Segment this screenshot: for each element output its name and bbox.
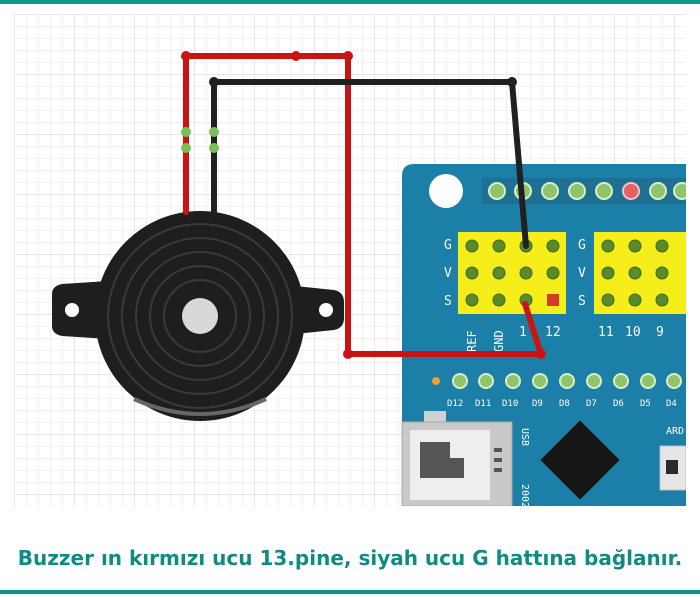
mounting-hole bbox=[429, 174, 463, 208]
caption: Buzzer ın kırmızı ucu 13.pine, siyah ucu… bbox=[17, 546, 683, 570]
digital-label-d9: D9 bbox=[532, 399, 543, 409]
board-side-label: ARD bbox=[666, 426, 684, 437]
digital-label-d8: D8 bbox=[559, 399, 570, 409]
black-wire bbox=[209, 77, 529, 249]
gvs-header-right bbox=[594, 232, 686, 314]
row-label-s-right: S bbox=[578, 294, 586, 309]
top-rule bbox=[0, 0, 700, 4]
bottom-rule bbox=[0, 590, 700, 594]
digital-label-d7: D7 bbox=[586, 399, 597, 409]
top-header bbox=[482, 178, 686, 204]
row-label-s: S bbox=[444, 294, 452, 309]
buzzer-center bbox=[182, 298, 218, 334]
digital-label-d6: D6 bbox=[613, 399, 624, 409]
reset-button bbox=[659, 445, 686, 491]
col-label-12: 12 bbox=[545, 325, 561, 340]
digital-label-d11: D11 bbox=[475, 399, 491, 409]
gvs-header-left bbox=[458, 232, 566, 314]
usb-connector bbox=[401, 411, 513, 506]
digital-label-d4: D4 bbox=[666, 399, 677, 409]
col-label-11: 11 bbox=[598, 325, 614, 340]
digital-label-d10: D10 bbox=[502, 399, 518, 409]
board-bottom-label: 2002 bbox=[519, 484, 530, 506]
digital-label-d12: D12 bbox=[447, 399, 463, 409]
col-label-ref: REF bbox=[465, 330, 479, 352]
microcontroller-chip bbox=[540, 420, 620, 500]
buzzer bbox=[52, 211, 344, 421]
row-label-v-right: V bbox=[578, 266, 586, 281]
row-label-g-right: G bbox=[578, 238, 586, 253]
red-wire bbox=[181, 51, 546, 359]
digital-pin-row bbox=[432, 373, 682, 389]
col-label-1: 1 bbox=[519, 325, 527, 340]
col-label-9: 9 bbox=[656, 325, 664, 340]
digital-label-d5: D5 bbox=[640, 399, 651, 409]
row-label-g: G bbox=[444, 238, 452, 253]
col-label-gnd: GND bbox=[492, 330, 506, 352]
wiring-diagram: G V S G V S bbox=[14, 14, 686, 506]
usb-label: USB bbox=[519, 428, 530, 446]
arduino-board: G V S G V S bbox=[401, 164, 686, 506]
row-label-v: V bbox=[444, 266, 452, 281]
col-label-10: 10 bbox=[625, 325, 641, 340]
